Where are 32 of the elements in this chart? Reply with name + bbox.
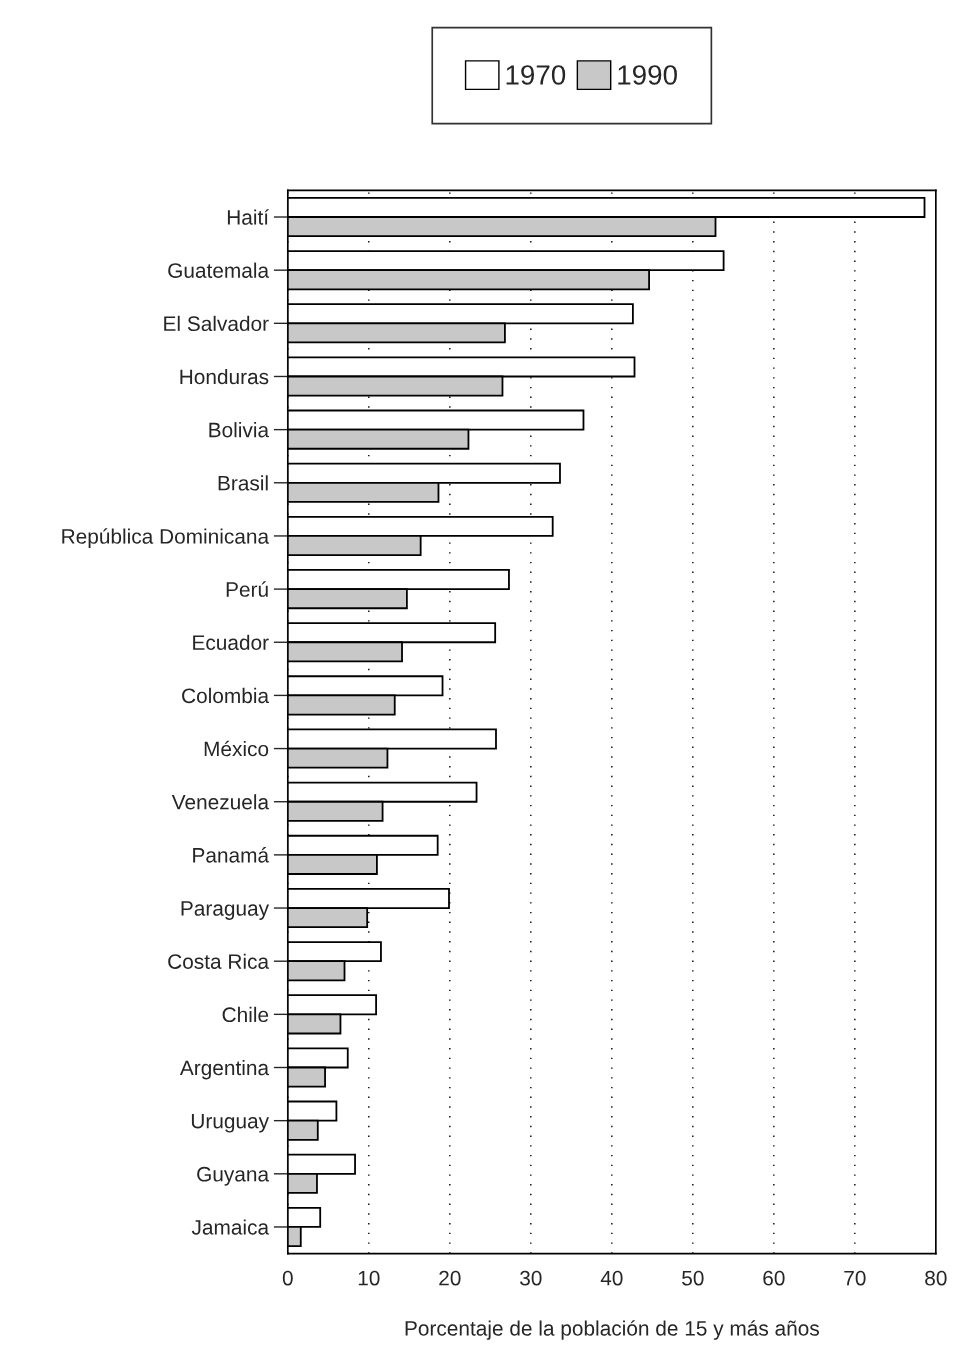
y-tick-label: Colombia (182, 687, 270, 704)
legend-label: 1990 (618, 65, 677, 85)
x-tick-label: 50 (682, 1270, 704, 1286)
y-tick-label: México (204, 740, 269, 757)
y-tick-label: República Dominicana (62, 528, 270, 548)
y-tick-label: Ecuador (193, 634, 269, 651)
y-tick-label: Guatemala (168, 262, 270, 278)
x-tick-label: 70 (844, 1270, 866, 1286)
x-axis-title: Porcentaje de la población de 15 y más años (405, 1320, 819, 1340)
y-tick-label: Venezuela (171, 794, 270, 810)
y-tick-label: Brasil (218, 475, 268, 491)
y-tick-label: Uruguay (191, 1113, 270, 1133)
y-tick-label: Haití (227, 209, 269, 225)
x-tick-label: 20 (439, 1270, 461, 1286)
y-tick-label: Jamaica (191, 1219, 270, 1235)
legend-label: 1970 (506, 65, 566, 85)
x-tick-label: 60 (763, 1270, 785, 1286)
x-tick-label: 10 (358, 1270, 380, 1286)
y-tick-label: Argentina (179, 1059, 270, 1080)
y-tick-label: Costa Rica (168, 953, 270, 969)
x-tick-label: 0 (282, 1270, 293, 1286)
x-tick-label: 80 (925, 1270, 947, 1286)
y-tick-label: Guyana (197, 1166, 270, 1186)
y-tick-label: Chile (222, 1006, 269, 1023)
y-tick-label: Perú (226, 581, 268, 597)
x-tick-label: 30 (520, 1270, 542, 1286)
y-tick-label: Honduras (180, 368, 269, 385)
x-tick-label: 40 (600, 1270, 623, 1286)
y-tick-label: Bolivia (209, 422, 270, 438)
y-tick-label: El Salvador (164, 315, 269, 332)
y-tick-label: Paraguay (181, 901, 270, 920)
y-tick-label: Panamá (193, 847, 270, 863)
